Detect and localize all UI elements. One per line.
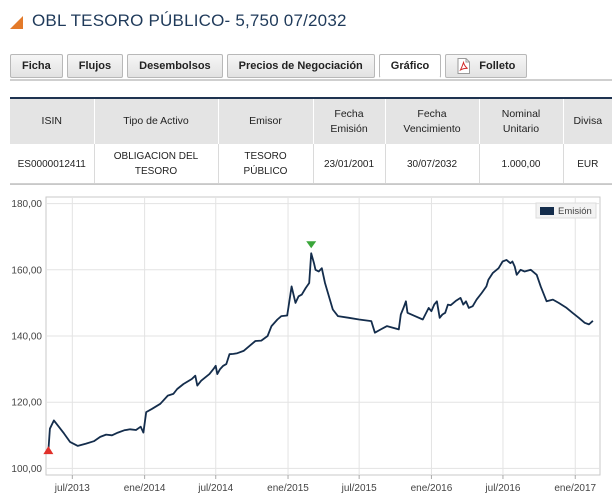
tab-desembolsos[interactable]: Desembolsos xyxy=(127,54,223,78)
header-tipo-de-activo: Tipo de Activo xyxy=(93,97,218,144)
legend-swatch xyxy=(540,207,554,215)
x-tick-label: jul/2013 xyxy=(54,483,90,494)
price-chart: 100,00 120,00 140,00 160,00 180,00 jul/2013 en… xyxy=(0,183,612,500)
cell-isin: ES0000012411 xyxy=(10,144,94,185)
table-row: ES0000012411 OBLIGACION DEL TESORO TESORO… xyxy=(10,144,612,185)
header-line: Fecha xyxy=(417,107,447,120)
tab-grafico[interactable]: Gráfico xyxy=(378,54,442,78)
tab-divider xyxy=(10,79,612,81)
cell-line: 23/01/2001 xyxy=(323,158,375,170)
x-tick-label: jul/2015 xyxy=(341,483,377,494)
x-tick-label: jul/2016 xyxy=(484,483,520,494)
x-tick-label: ene/2016 xyxy=(411,483,453,494)
x-tick-label: jul/2014 xyxy=(197,483,233,494)
y-tick-label: 160,00 xyxy=(11,265,42,276)
tab-label: Flujos xyxy=(78,60,112,72)
chart-separator xyxy=(10,183,612,184)
header-line: Emisor xyxy=(249,115,282,127)
cell-line: TESORO xyxy=(244,151,287,162)
tab-ficha[interactable]: Ficha xyxy=(10,54,63,78)
cell-divisa: EUR xyxy=(562,144,612,185)
x-tick-label: ene/2017 xyxy=(554,483,596,494)
header-divisa: Divisa xyxy=(562,97,612,144)
tab-flujos[interactable]: Flujos xyxy=(66,54,124,78)
cell-emisor: TESORO PÚBLICO xyxy=(217,144,313,185)
tab-label: Desembolsos xyxy=(139,60,211,72)
cell-tipo-de-activo: OBLIGACION DEL TESORO xyxy=(93,144,218,185)
cell-fecha-vencimiento: 30/07/2032 xyxy=(384,144,479,185)
cell-line: 30/07/2032 xyxy=(406,158,458,170)
x-tick-label: ene/2015 xyxy=(267,483,309,494)
header-line: Vencimiento xyxy=(403,122,461,135)
y-tick-label: 180,00 xyxy=(11,199,42,210)
header-isin: ISIN xyxy=(10,97,94,144)
legend-label: Emisión xyxy=(558,206,592,217)
tab-precios-de-negociacion[interactable]: Precios de Negociación xyxy=(226,54,375,78)
header-line: Nominal xyxy=(501,107,541,120)
header-line: Fecha xyxy=(334,107,364,120)
chart-svg: 100,00 120,00 140,00 160,00 180,00 jul/2013 en… xyxy=(11,196,601,494)
header-fecha-emision: Fecha Emisión xyxy=(312,97,385,144)
tab-label: Ficha xyxy=(22,60,51,72)
page-title: OBL TESORO PÚBLICO- 5,750 07/2032 xyxy=(32,11,347,30)
cell-nominal-unitario: 1.000,00 xyxy=(478,144,563,185)
page-header: OBL TESORO PÚBLICO- 5,750 07/2032 xyxy=(10,9,347,33)
cell-line: TESORO xyxy=(134,166,178,177)
series-line-emision xyxy=(47,252,594,451)
cell-line: 1.000,00 xyxy=(501,158,541,170)
header-line: Tipo de Activo xyxy=(123,115,189,127)
title-marker-icon xyxy=(10,15,23,29)
cell-line: PÚBLICO xyxy=(243,166,288,177)
cell-fecha-emision: 23/01/2001 xyxy=(312,144,385,185)
header-emisor: Emisor xyxy=(217,97,313,144)
tab-label: Precios de Negociación xyxy=(238,60,363,72)
header-fecha-vencimiento: Fecha Vencimiento xyxy=(384,97,479,144)
pdf-icon xyxy=(457,58,471,74)
tab-bar: Ficha Flujos Desembolsos Precios de Nego… xyxy=(10,54,531,78)
x-tick-label: ene/2014 xyxy=(124,483,166,494)
max-marker xyxy=(306,241,317,249)
y-tick-label: 140,00 xyxy=(11,332,42,343)
table-header-row: ISIN Tipo de Activo Emisor Fecha Emisión … xyxy=(10,97,612,144)
cell-line: OBLIGACION DEL xyxy=(113,151,199,162)
min-marker xyxy=(43,446,54,455)
header-line: Unitario xyxy=(502,122,540,135)
cell-line: ES0000012411 xyxy=(17,158,86,170)
header-nominal-unitario: Nominal Unitario xyxy=(478,97,563,144)
header-line: ISIN xyxy=(41,115,62,127)
y-tick-label: 120,00 xyxy=(11,398,42,409)
tab-label: Folleto xyxy=(479,60,516,72)
y-tick-label: 100,00 xyxy=(11,464,42,475)
tab-label: Gráfico xyxy=(390,60,430,72)
bond-info-table: ISIN Tipo de Activo Emisor Fecha Emisión … xyxy=(10,97,612,185)
header-line: Divisa xyxy=(573,115,603,127)
tab-folleto[interactable]: Folleto xyxy=(445,54,528,78)
cell-line: EUR xyxy=(577,158,599,170)
header-line: Emisión xyxy=(330,122,368,135)
